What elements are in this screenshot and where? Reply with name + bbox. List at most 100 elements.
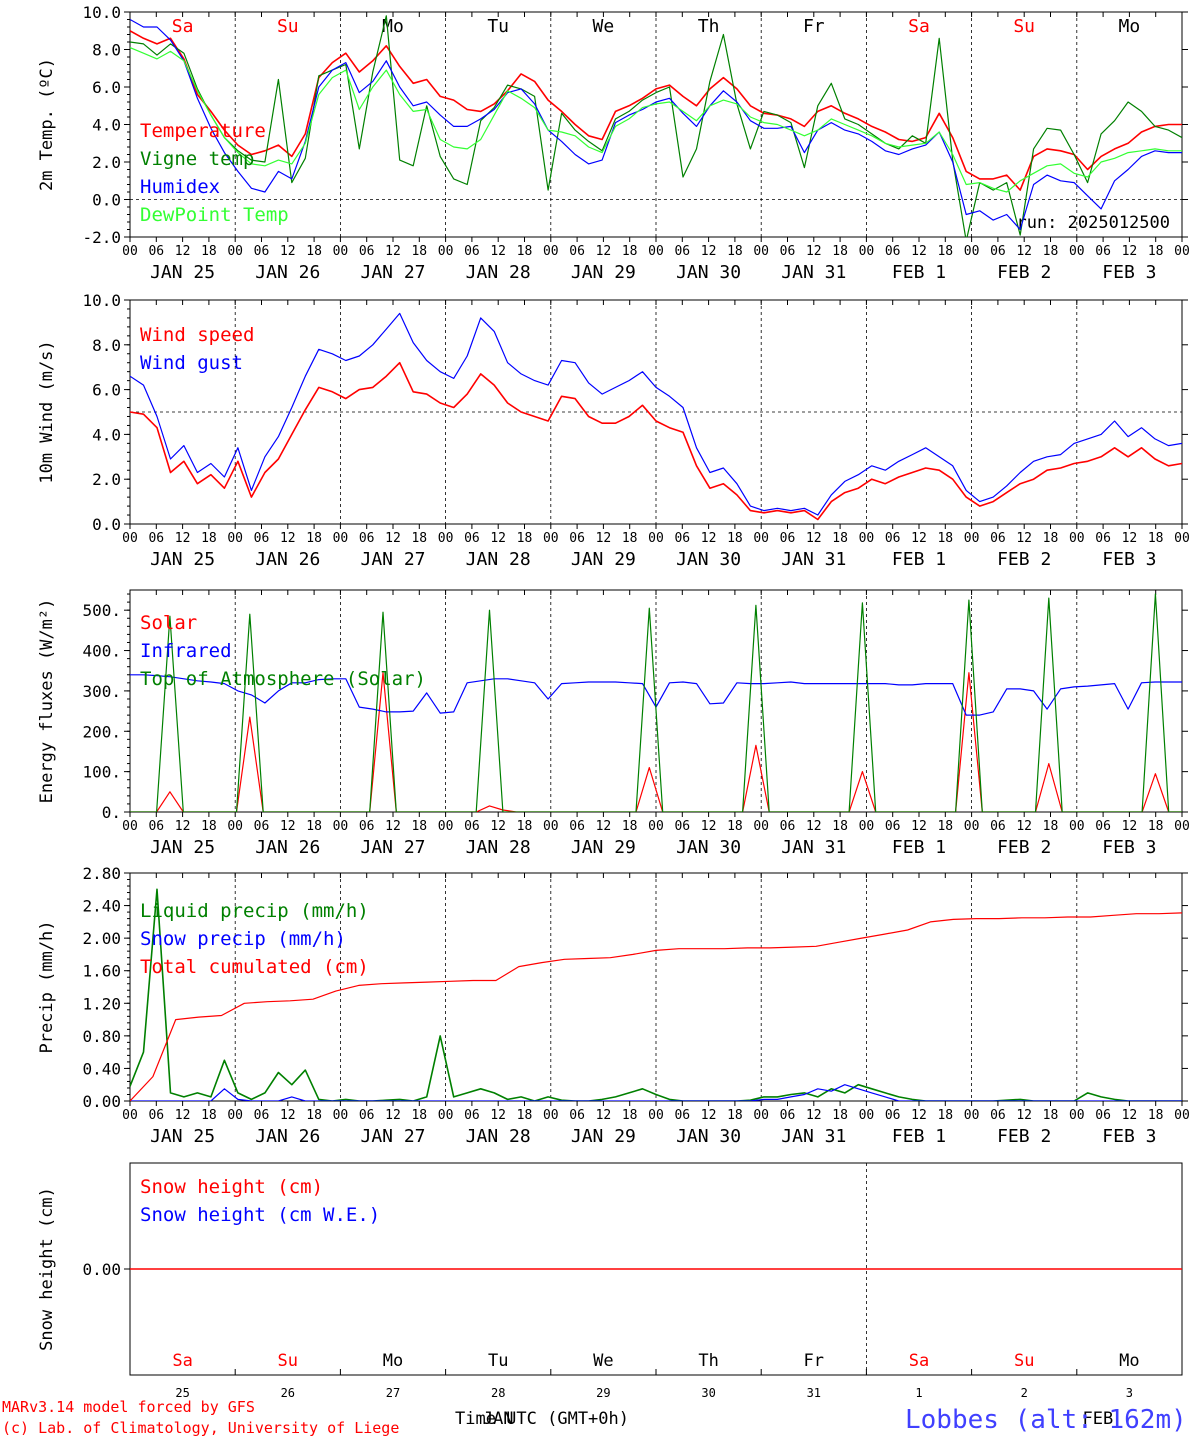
hour-tick-label: 12 bbox=[1122, 1108, 1138, 1123]
hour-tick-label: 06 bbox=[148, 244, 164, 259]
hour-tick-label: 06 bbox=[1095, 1108, 1111, 1123]
hour-tick-label: 18 bbox=[727, 244, 743, 259]
hour-tick-label: 00 bbox=[438, 244, 454, 259]
hour-tick-label: 00 bbox=[227, 531, 243, 546]
hour-tick-label: 12 bbox=[596, 819, 612, 834]
day-number-label: 1 bbox=[915, 1386, 922, 1400]
hour-tick-label: 12 bbox=[1122, 819, 1138, 834]
day-number-label: 27 bbox=[386, 1386, 400, 1400]
hour-tick-label: 12 bbox=[596, 1108, 612, 1123]
legend-entry: Solar bbox=[140, 612, 197, 634]
hour-tick-label: 18 bbox=[937, 1108, 953, 1123]
hour-tick-label: 06 bbox=[1095, 819, 1111, 834]
y-axis-label: Snow height (cm) bbox=[37, 1187, 57, 1351]
hour-tick-label: 00 bbox=[543, 531, 559, 546]
y-tick-label: 0.0 bbox=[92, 191, 121, 210]
day-name-label: Fr bbox=[803, 16, 825, 37]
hour-tick-label: 06 bbox=[148, 1108, 164, 1123]
hour-tick-label: 18 bbox=[832, 1108, 848, 1123]
hour-tick-label: 06 bbox=[990, 244, 1006, 259]
hour-tick-label: 12 bbox=[701, 531, 717, 546]
date-label: JAN 31 bbox=[781, 837, 846, 858]
hour-tick-label: 00 bbox=[648, 244, 664, 259]
hour-tick-label: 18 bbox=[201, 531, 217, 546]
hour-tick-label: 06 bbox=[674, 531, 690, 546]
panel-1: -2.0 0.0 2.0 4.0 6.0 8.0 10.0 2m Temp. (ºC) 00 06… bbox=[37, 3, 1190, 283]
hour-tick-label: 06 bbox=[990, 531, 1006, 546]
date-label: JAN 25 bbox=[150, 262, 215, 283]
model-credit: MARv3.14 model forced by GFS bbox=[2, 1398, 255, 1416]
hour-tick-label: 00 bbox=[543, 244, 559, 259]
hour-tick-label: 18 bbox=[306, 244, 322, 259]
hour-tick-label: 18 bbox=[201, 819, 217, 834]
hour-tick-label: 12 bbox=[1016, 531, 1032, 546]
hour-tick-label: 12 bbox=[175, 1108, 191, 1123]
date-label: JAN 28 bbox=[466, 1126, 531, 1147]
hour-tick-label: 18 bbox=[937, 531, 953, 546]
series-group bbox=[130, 15, 1182, 237]
y-tick-label: 8.0 bbox=[92, 41, 121, 60]
date-label: FEB 1 bbox=[892, 837, 946, 858]
y-tick-label: 4.0 bbox=[92, 425, 121, 444]
y-tick-label: 0.00 bbox=[82, 1260, 121, 1279]
legend-entry: Wind gust bbox=[140, 352, 243, 374]
hour-tick-label: 00 bbox=[753, 244, 769, 259]
y-axis-label: 10m Wind (m/s) bbox=[37, 340, 57, 483]
panel-5: 0.00 Snow height (cm) Sa 25 Su 26 Mo 27 Tu 28 We 29… bbox=[37, 1162, 1183, 1429]
hour-tick-label: 00 bbox=[859, 244, 875, 259]
day-name-label: Th bbox=[698, 16, 720, 37]
y-tick-label: -2.0 bbox=[82, 228, 121, 247]
date-label: JAN 30 bbox=[676, 549, 741, 570]
date-label: FEB 3 bbox=[1102, 549, 1156, 570]
day-name-label: Sa bbox=[908, 16, 930, 37]
hour-tick-label: 06 bbox=[885, 1108, 901, 1123]
hour-tick-label: 18 bbox=[201, 244, 217, 259]
y-tick-label: 2.00 bbox=[82, 929, 121, 948]
hour-tick-label: 06 bbox=[1095, 244, 1111, 259]
hour-tick-label: 00 bbox=[753, 1108, 769, 1123]
date-label: JAN 31 bbox=[781, 262, 846, 283]
hour-tick-label: 06 bbox=[990, 1108, 1006, 1123]
series-line bbox=[130, 47, 1182, 193]
hour-tick-label: 18 bbox=[1148, 1108, 1164, 1123]
y-tick-label: 10.0 bbox=[82, 3, 121, 22]
date-label: JAN 26 bbox=[255, 262, 320, 283]
legend-entry: Vigne temp bbox=[140, 148, 254, 170]
series-line bbox=[130, 888, 1182, 1101]
date-label: JAN 25 bbox=[150, 1126, 215, 1147]
hour-tick-label: 00 bbox=[227, 1108, 243, 1123]
hour-tick-label: 00 bbox=[122, 244, 138, 259]
date-label: JAN 30 bbox=[676, 837, 741, 858]
y-tick-label: 2.0 bbox=[92, 153, 121, 172]
day-number-label: 28 bbox=[491, 1386, 505, 1400]
hour-tick-label: 00 bbox=[1174, 1108, 1190, 1123]
hour-tick-label: 12 bbox=[1122, 244, 1138, 259]
hour-tick-label: 06 bbox=[148, 531, 164, 546]
hour-tick-label: 00 bbox=[648, 1108, 664, 1123]
day-name-label: Sa bbox=[909, 1351, 929, 1371]
hour-tick-label: 00 bbox=[859, 819, 875, 834]
day-number-label: 30 bbox=[701, 1386, 715, 1400]
date-label: FEB 1 bbox=[892, 262, 946, 283]
date-label: JAN 29 bbox=[571, 837, 636, 858]
y-tick-label: 0.80 bbox=[82, 1027, 121, 1046]
hour-tick-label: 18 bbox=[622, 819, 638, 834]
date-label: JAN 29 bbox=[571, 549, 636, 570]
hour-tick-label: 06 bbox=[885, 819, 901, 834]
hour-tick-label: 06 bbox=[148, 819, 164, 834]
hour-tick-label: 18 bbox=[201, 1108, 217, 1123]
y-axis-label: Precip (mm/h) bbox=[37, 920, 57, 1053]
hour-tick-label: 18 bbox=[517, 1108, 533, 1123]
y-tick-label: 2.80 bbox=[82, 864, 121, 883]
y-tick-label: 200. bbox=[82, 722, 121, 741]
hour-tick-label: 06 bbox=[990, 819, 1006, 834]
y-tick-label: 6.0 bbox=[92, 78, 121, 97]
date-label: JAN 29 bbox=[571, 1126, 636, 1147]
date-label: FEB 3 bbox=[1102, 837, 1156, 858]
hour-tick-label: 06 bbox=[359, 819, 375, 834]
day-name-label: Sa bbox=[172, 1351, 192, 1371]
date-label: JAN 30 bbox=[676, 262, 741, 283]
hour-tick-label: 06 bbox=[464, 819, 480, 834]
day-name-label: Fr bbox=[804, 1351, 824, 1371]
